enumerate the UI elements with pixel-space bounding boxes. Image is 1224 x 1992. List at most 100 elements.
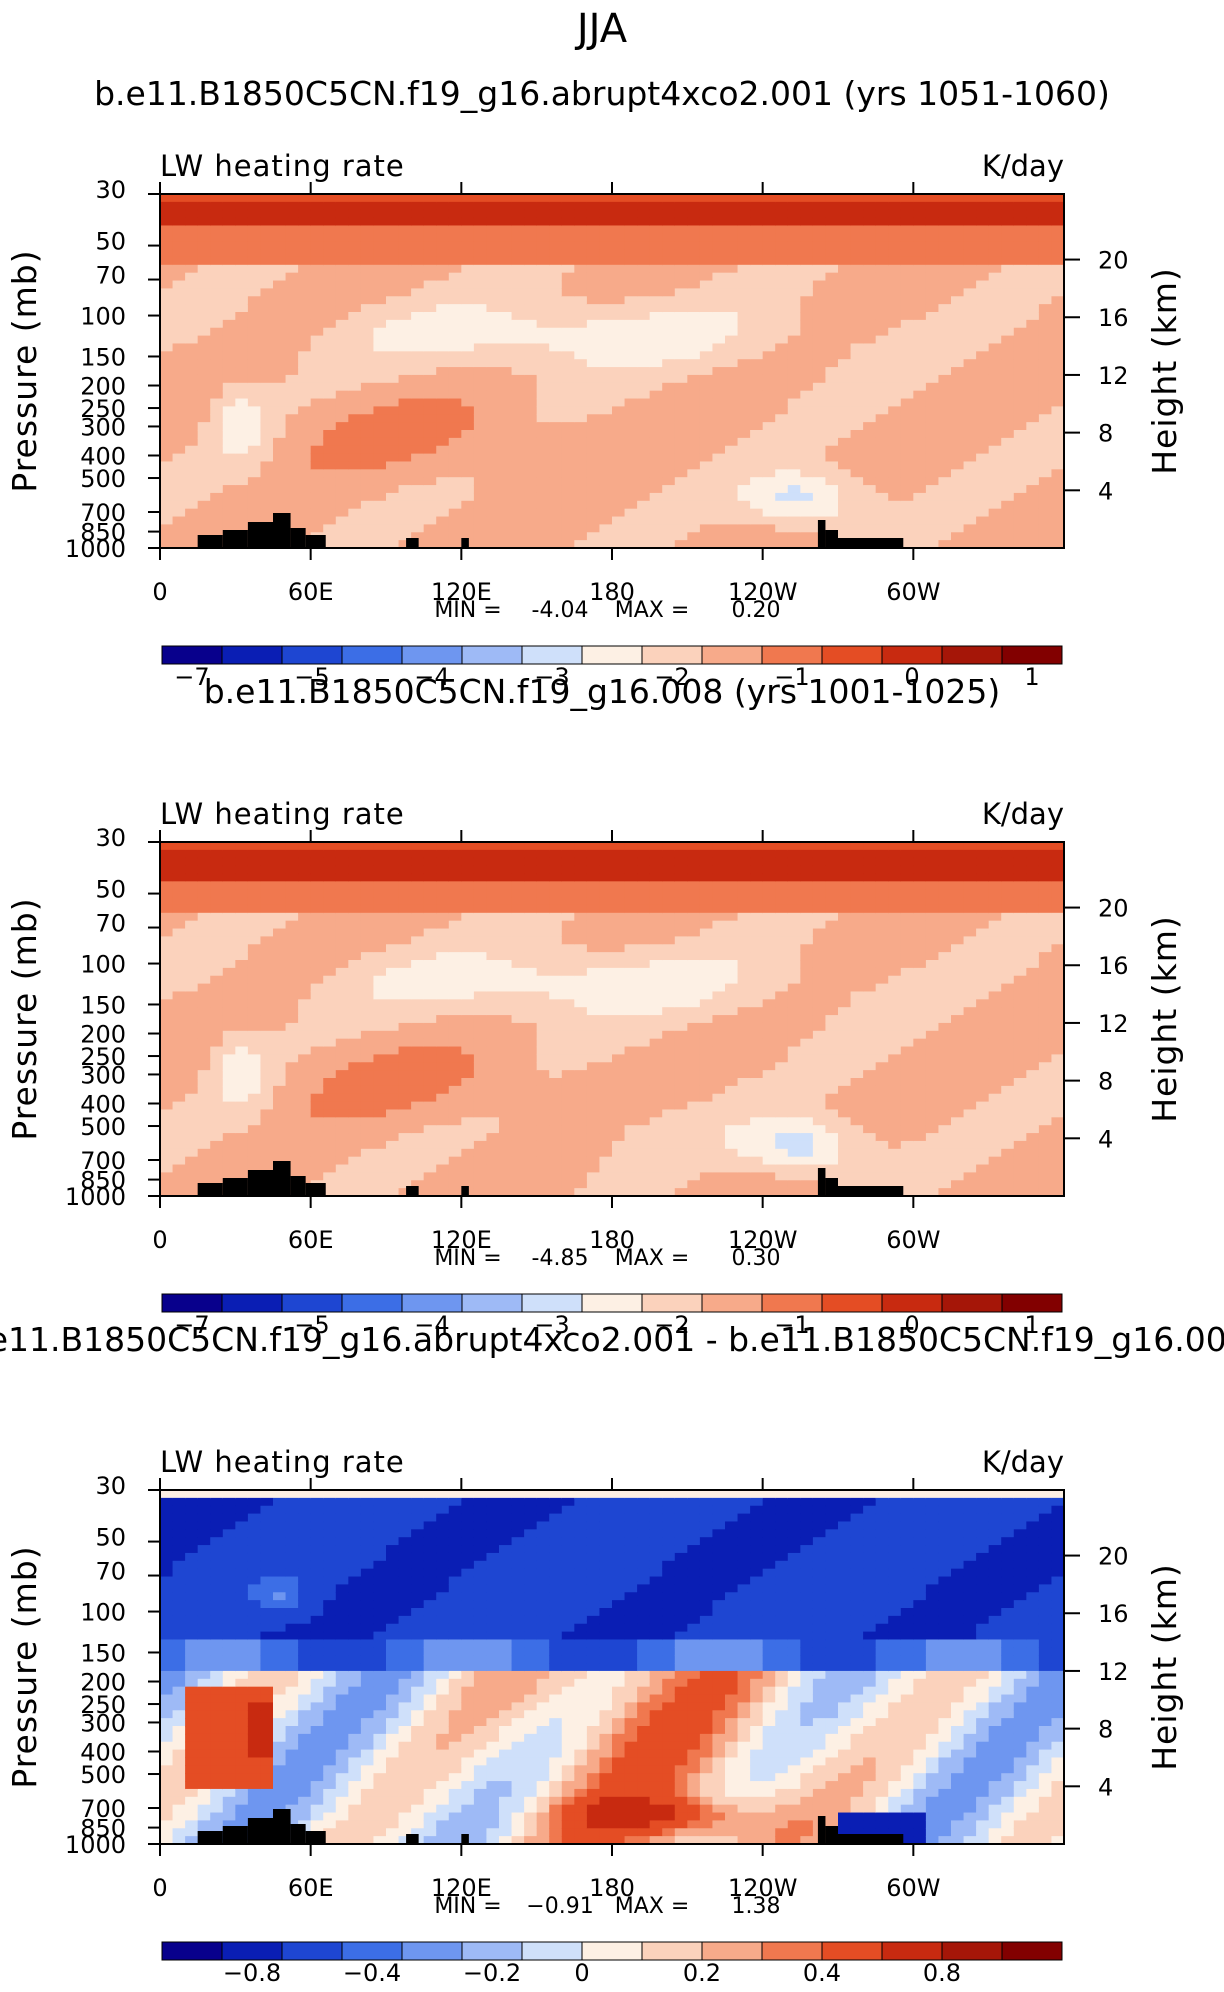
field-cell (361, 1023, 374, 1031)
field-cell (348, 241, 361, 249)
field-cell (461, 351, 474, 359)
field-cell (373, 1031, 386, 1039)
field-cell (587, 469, 600, 477)
field-cell (474, 1109, 487, 1117)
field-cell (323, 257, 336, 265)
field-cell (185, 1062, 198, 1070)
field-cell (323, 249, 336, 257)
field-cell (273, 1133, 286, 1141)
field-cell (876, 406, 889, 414)
field-cell (926, 296, 939, 304)
field-cell (449, 233, 462, 241)
field-cell (449, 1094, 462, 1102)
field-cell (424, 1180, 437, 1188)
field-cell (235, 359, 248, 367)
field-cell (273, 921, 286, 929)
field-cell (800, 218, 813, 226)
field-cell (298, 1141, 311, 1149)
field-cell (248, 399, 261, 407)
field-cell (888, 296, 901, 304)
field-cell (938, 493, 951, 501)
field-cell (248, 999, 261, 1007)
field-cell (461, 897, 474, 905)
field-cell (763, 320, 776, 328)
field-cell (399, 485, 412, 493)
field-cell (1014, 296, 1027, 304)
field-cell (210, 461, 223, 469)
field-cell (248, 873, 261, 881)
field-cell (524, 273, 537, 281)
field-cell (813, 391, 826, 399)
field-cell (298, 1149, 311, 1157)
field-cell (361, 281, 374, 289)
field-cell (888, 249, 901, 257)
field-cell (1051, 399, 1064, 407)
field-cell (687, 477, 700, 485)
field-cell (486, 968, 499, 976)
field-cell (273, 1078, 286, 1086)
field-cell (260, 320, 273, 328)
field-cell (1039, 328, 1052, 336)
field-cell (512, 913, 525, 921)
field-cell (198, 210, 211, 218)
field-cell (373, 889, 386, 897)
field-cell (461, 501, 474, 509)
field-cell (449, 422, 462, 430)
field-cell (537, 1165, 550, 1173)
field-cell (399, 1078, 412, 1086)
field-cell (687, 233, 700, 241)
field-cell (223, 960, 236, 968)
field-cell (361, 1141, 374, 1149)
field-cell (901, 218, 914, 226)
field-cell (964, 320, 977, 328)
field-cell (173, 984, 186, 992)
field-cell (738, 249, 751, 257)
field-cell (938, 359, 951, 367)
field-cell (1026, 210, 1039, 218)
field-cell (499, 881, 512, 889)
field-cell (901, 485, 914, 493)
field-cell (185, 383, 198, 391)
field-cell (725, 265, 738, 273)
field-cell (386, 281, 399, 289)
field-cell (964, 524, 977, 532)
field-cell (436, 438, 449, 446)
field-cell (185, 343, 198, 351)
field-cell (223, 1015, 236, 1023)
field-cell (198, 873, 211, 881)
field-cell (499, 1039, 512, 1047)
field-cell (436, 454, 449, 462)
field-cell (938, 241, 951, 249)
field-cell (888, 241, 901, 249)
field-cell (574, 921, 587, 929)
field-cell (361, 1007, 374, 1015)
field-cell (512, 905, 525, 913)
field-cell (800, 194, 813, 202)
field-cell (700, 461, 713, 469)
field-cell (524, 202, 537, 210)
field-cell (800, 501, 813, 509)
field-cell (361, 960, 374, 968)
field-cell (449, 532, 462, 540)
field-cell (323, 399, 336, 407)
field-cell (399, 399, 412, 407)
field-cell (599, 1157, 612, 1165)
field-cell (273, 944, 286, 952)
field-cell (876, 241, 889, 249)
field-cell (461, 1165, 474, 1173)
field-cell (964, 359, 977, 367)
field-cell (373, 1133, 386, 1141)
field-cell (286, 960, 299, 968)
field-cell (248, 406, 261, 414)
field-cell (1039, 430, 1052, 438)
field-cell (298, 1086, 311, 1094)
field-cell (424, 517, 437, 525)
field-cell (775, 461, 788, 469)
field-cell (235, 281, 248, 289)
field-cell (763, 493, 776, 501)
field-cell (700, 532, 713, 540)
field-cell (323, 858, 336, 866)
field-cell (486, 532, 499, 540)
field-cell (160, 881, 173, 889)
field-cell (989, 343, 1002, 351)
